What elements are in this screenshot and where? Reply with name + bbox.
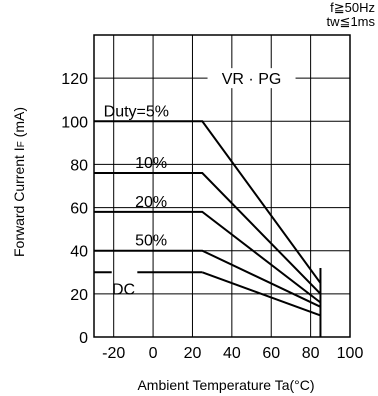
- x-tick-label: -20: [102, 345, 125, 362]
- series-line: [94, 210, 322, 304]
- y-axis-title-unit: (mA): [11, 107, 27, 141]
- series-label-dc: DC: [112, 281, 135, 298]
- x-tick-label: 80: [302, 345, 320, 362]
- y-tick-label: 80: [70, 157, 88, 174]
- series-group: [94, 120, 322, 337]
- y-axis-title-main: Forward Current I: [11, 147, 27, 257]
- series-line-dc-slope: [201, 271, 321, 317]
- y-axis-title: Forward Current IF (mA): [11, 107, 27, 257]
- x-tick-label: 20: [184, 345, 202, 362]
- x-tick-label: 100: [337, 345, 364, 362]
- x-axis-title: Ambient Temperature Ta(°C): [137, 377, 314, 393]
- family-label: VR · PG: [222, 71, 282, 88]
- x-tick-label: 0: [149, 345, 158, 362]
- y-tick-label: 20: [70, 287, 88, 304]
- y-tick-label: 0: [79, 330, 88, 347]
- labels-group: Duty=5% 10% 20% 50% DC VR · PG: [104, 68, 296, 298]
- y-axis-title-subscript: F: [16, 141, 27, 147]
- series-line: [94, 120, 322, 284]
- condition-pulse-width: tw≦1ms: [327, 14, 376, 29]
- series-line: [94, 249, 321, 308]
- y-tick-label: 100: [61, 114, 88, 131]
- tick-labels: -20 0 20 40 60 80 100 0 20 40 60 80 100 120: [61, 71, 363, 362]
- series-label: 20%: [135, 194, 167, 211]
- series-label: 10%: [135, 155, 167, 172]
- plot-frame: [93, 34, 351, 338]
- x-tick-label: 60: [262, 345, 280, 362]
- y-tick-label: 40: [70, 244, 88, 261]
- series-label: Duty=5%: [104, 103, 169, 120]
- series-line: [94, 172, 322, 295]
- series-label: 50%: [135, 233, 167, 250]
- condition-frequency: f≧50Hz: [330, 0, 375, 15]
- x-tick-label: 40: [223, 345, 241, 362]
- y-tick-label: 60: [70, 201, 88, 218]
- y-tick-label: 120: [61, 71, 88, 88]
- family-label-background: [207, 68, 296, 89]
